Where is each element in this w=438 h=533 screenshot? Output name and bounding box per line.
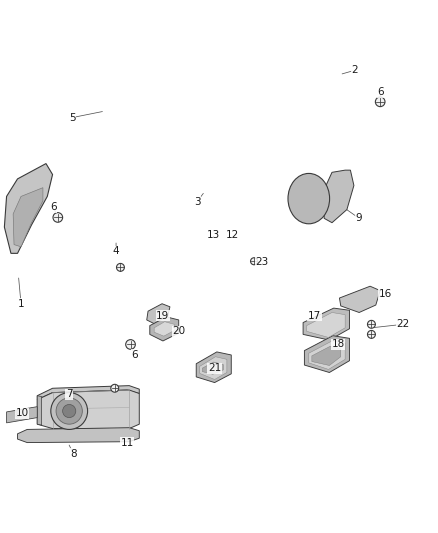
Polygon shape [37, 390, 139, 429]
Circle shape [367, 330, 375, 338]
Text: 20: 20 [172, 326, 185, 336]
Text: 13: 13 [207, 230, 220, 240]
Circle shape [53, 213, 63, 222]
Text: 16: 16 [379, 289, 392, 298]
Circle shape [111, 384, 119, 392]
Text: 2: 2 [351, 65, 358, 75]
Polygon shape [324, 170, 354, 223]
Text: 5: 5 [69, 112, 76, 123]
Polygon shape [309, 341, 345, 369]
Polygon shape [154, 322, 174, 336]
Text: 8: 8 [70, 449, 77, 459]
Text: 19: 19 [156, 311, 170, 320]
Text: 6: 6 [131, 350, 138, 360]
Polygon shape [202, 362, 223, 374]
Polygon shape [150, 317, 179, 341]
Circle shape [367, 320, 375, 328]
Text: 6: 6 [50, 203, 57, 212]
Polygon shape [13, 188, 43, 247]
Polygon shape [196, 352, 231, 383]
Text: 12: 12 [226, 230, 239, 240]
Text: 10: 10 [15, 408, 28, 418]
Text: 21: 21 [208, 363, 221, 373]
Polygon shape [200, 357, 227, 379]
Text: 23: 23 [255, 257, 268, 267]
Polygon shape [303, 308, 350, 340]
Circle shape [375, 97, 385, 107]
Text: 1: 1 [18, 298, 25, 309]
Text: 11: 11 [120, 438, 134, 448]
Text: 6: 6 [378, 87, 385, 97]
Polygon shape [304, 336, 350, 373]
Polygon shape [339, 286, 380, 312]
Polygon shape [37, 386, 139, 400]
Text: 9: 9 [356, 213, 363, 223]
Circle shape [56, 398, 82, 424]
Circle shape [117, 263, 124, 271]
Text: 7: 7 [66, 390, 73, 399]
Polygon shape [312, 346, 341, 366]
Polygon shape [18, 427, 139, 442]
Circle shape [63, 405, 76, 418]
Text: 4: 4 [113, 246, 120, 256]
Circle shape [16, 410, 19, 414]
Circle shape [51, 393, 88, 430]
Polygon shape [37, 395, 42, 425]
Polygon shape [307, 312, 345, 337]
Text: 22: 22 [396, 319, 410, 329]
Text: 18: 18 [332, 340, 345, 350]
Circle shape [126, 340, 135, 349]
Polygon shape [7, 407, 37, 423]
Polygon shape [4, 164, 53, 253]
Circle shape [16, 414, 19, 417]
Text: 17: 17 [308, 311, 321, 320]
Ellipse shape [288, 173, 329, 224]
Polygon shape [147, 304, 170, 324]
Circle shape [251, 258, 258, 265]
Text: 3: 3 [194, 197, 201, 207]
